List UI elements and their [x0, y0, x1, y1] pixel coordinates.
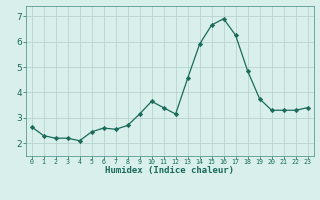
X-axis label: Humidex (Indice chaleur): Humidex (Indice chaleur) [105, 166, 234, 175]
